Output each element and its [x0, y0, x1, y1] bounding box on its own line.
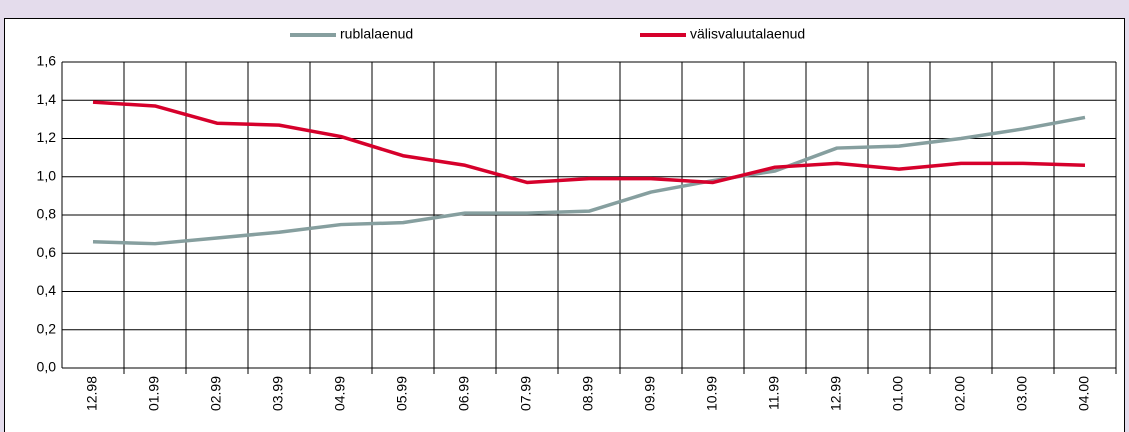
y-tick-label: 0,0: [37, 359, 57, 375]
x-tick-label: 09.99: [642, 376, 658, 411]
x-tick-label: 12.98: [84, 376, 100, 411]
x-tick-label: 03.99: [270, 376, 286, 411]
x-tick-label: 12.99: [828, 376, 844, 411]
x-tick-label: 04.00: [1076, 376, 1092, 411]
y-tick-label: 1,2: [37, 129, 57, 145]
x-tick-label: 02.00: [952, 376, 968, 411]
x-tick-label: 11.99: [766, 376, 782, 410]
y-tick-label: 0,2: [37, 320, 57, 336]
x-tick-label: 06.99: [456, 376, 472, 411]
x-tick-label: 05.99: [394, 376, 410, 411]
y-tick-label: 0,8: [37, 206, 57, 222]
y-tick-label: 0,4: [37, 282, 57, 298]
x-tick-label: 10.99: [704, 376, 720, 411]
y-tick-label: 0,6: [37, 244, 57, 260]
legend-label: välisvaluutalaenud: [690, 26, 805, 42]
legend-label: rublalaenud: [340, 26, 413, 42]
line-series: [92, 100, 1086, 185]
y-tick-label: 1,6: [37, 53, 57, 69]
x-tick-label: 02.99: [208, 376, 224, 411]
y-tick-label: 1,0: [37, 167, 57, 183]
x-tick-label: 08.99: [580, 376, 596, 411]
x-tick-label: 01.99: [146, 376, 162, 411]
x-tick-label: 04.99: [332, 376, 348, 411]
line-series: [92, 115, 1086, 246]
x-tick-label: 07.99: [518, 376, 534, 411]
x-tick-label: 01.00: [890, 376, 906, 411]
x-tick-label: 03.00: [1014, 376, 1030, 411]
plot-frame: [4, 18, 1125, 432]
y-tick-label: 1,4: [37, 91, 57, 107]
